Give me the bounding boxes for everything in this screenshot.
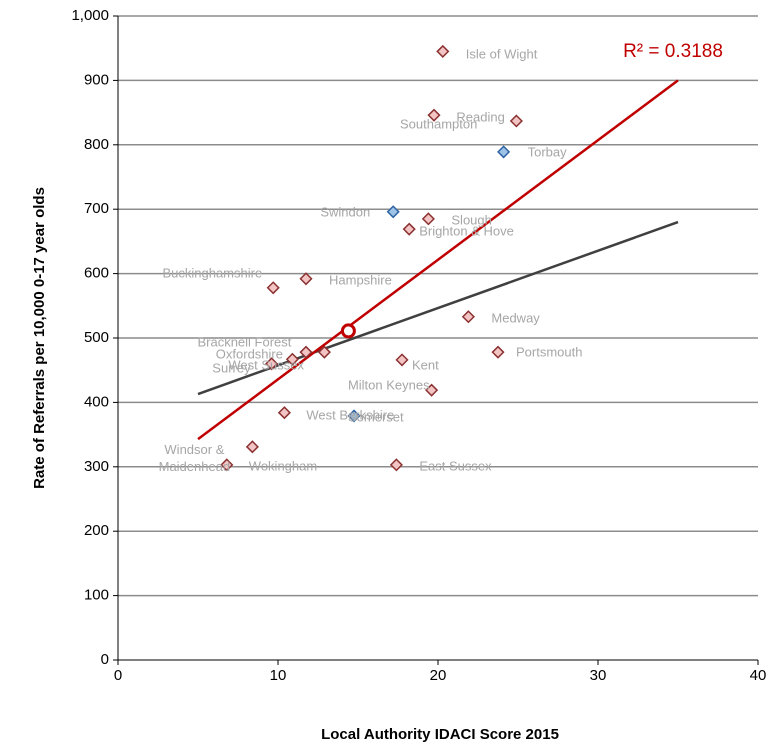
point [347,409,361,423]
y-axis-title: Rate of Referrals per 10,000 0-17 year o… [31,187,48,489]
point [427,108,441,122]
point [266,281,280,295]
point-label: Windsor & Maidenhead [158,441,231,474]
y-tick-label: 600 [84,265,109,282]
point-label: Reading [456,109,505,125]
mean-point [340,323,356,339]
point-label: East Sussex [419,458,492,474]
point-label: Buckinghamshire [162,265,263,281]
point-label: Southampton [400,116,478,132]
point-label: Milton Keynes [347,377,430,393]
trend-line [197,79,679,441]
point-label: Swindon [320,204,371,220]
x-tick-label: 40 [750,667,767,684]
point-label: Bracknell Forest [197,334,292,350]
point-label: Wokingham [248,458,318,474]
x-tick-label: 20 [430,667,447,684]
point [285,352,299,366]
x-tick-label: 30 [590,667,607,684]
point [436,44,450,58]
point [509,114,523,128]
point [299,272,313,286]
point [491,345,505,359]
y-tick-label: 700 [84,200,109,217]
point-label: West Sussex [228,357,305,373]
y-tick-label: 100 [84,587,109,604]
point-label: Isle of Wight [465,46,538,62]
point-label: Somerset [348,409,404,425]
y-tick-label: 500 [84,329,109,346]
trend-line [197,220,679,396]
point [395,353,409,367]
y-tick-label: 0 [101,651,109,668]
point-label: Torbay [527,144,567,160]
x-tick-label: 0 [114,667,122,684]
point [220,458,234,472]
point-label: Slough [451,212,492,228]
point [299,345,313,359]
point [277,406,291,420]
point [425,383,439,397]
point-label: Hampshire [329,272,392,288]
x-tick-label: 10 [270,667,287,684]
y-tick-label: 900 [84,71,109,88]
y-tick-label: 800 [84,136,109,153]
point [245,440,259,454]
point-label: Portsmouth [516,344,583,360]
r-squared: R² = 0.3188 [623,41,723,62]
point [421,212,435,226]
y-tick-label: 300 [84,458,109,475]
point [265,357,279,371]
point-label: Surrey [212,360,251,376]
point [317,345,331,359]
point-label: Kent [412,357,439,373]
y-tick-label: 200 [84,522,109,539]
point-label: West Berkshire [306,407,395,423]
y-tick-label: 1,000 [71,7,109,24]
point [389,458,403,472]
x-axis-title: Local Authority IDACI Score 2015 [321,726,559,743]
point [402,222,416,236]
point-label: Oxfordshire [215,346,283,362]
point [461,310,475,324]
point [497,145,511,159]
point-label: Medway [491,310,540,326]
y-tick-label: 400 [84,393,109,410]
point [386,205,400,219]
point-label: Brighton & Hove [419,223,514,239]
